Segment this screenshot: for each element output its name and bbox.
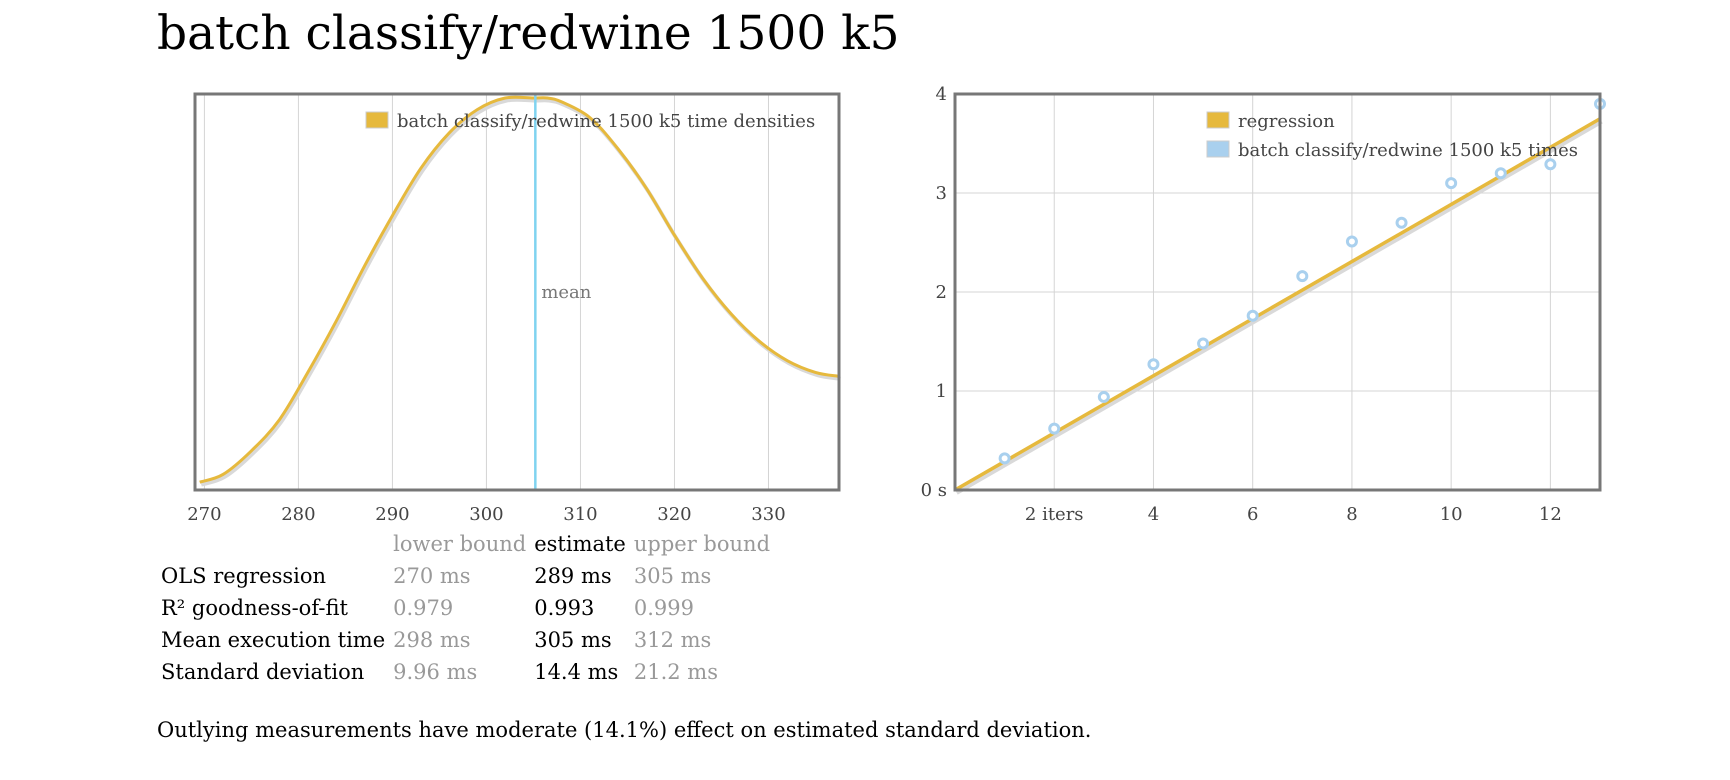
lower-bound-value: 0.979	[393, 596, 454, 620]
mean-label: mean	[541, 282, 591, 303]
density-x-tick-label: 330	[751, 504, 785, 525]
sample-point	[1395, 216, 1408, 229]
statistics-row: R² goodness-of-fit 0.979 0.993 0.999	[157, 592, 774, 624]
regression-plot-frame	[953, 92, 1602, 492]
regression-x-tick-label: 2 iters	[1025, 504, 1084, 525]
density-grid	[203, 94, 769, 490]
outlier-note: Outlying measurements have moderate (14.…	[157, 718, 1092, 742]
header-estimate: estimate	[534, 532, 626, 556]
density-legend-label: batch classify/redwine 1500 k5 time dens…	[397, 111, 815, 132]
sample-point	[1048, 422, 1061, 435]
density-legend: batch classify/redwine 1500 k5 time dens…	[365, 111, 815, 132]
row-label: Mean execution time	[161, 628, 386, 652]
row-label: OLS regression	[161, 564, 327, 588]
row-label: R² goodness-of-fit	[161, 596, 348, 620]
regression-x-tick-label: 10	[1440, 504, 1463, 525]
sample-point	[1147, 358, 1160, 371]
regression-x-tick-label: 4	[1148, 504, 1159, 525]
sample-point	[1097, 390, 1110, 403]
regression-x-tick-label: 6	[1247, 504, 1258, 525]
estimate-value: 305 ms	[534, 628, 612, 652]
header-lower-bound: lower bound	[393, 532, 527, 556]
density-x-tick-label: 280	[281, 504, 315, 525]
density-x-tick-label: 300	[469, 504, 503, 525]
density-x-tick-label: 270	[187, 504, 221, 525]
density-legend-swatch	[365, 111, 389, 129]
regression-y-tick-label: 3	[936, 183, 947, 204]
header-upper-bound: upper bound	[633, 532, 771, 556]
regression-legend-label: regression	[1238, 111, 1335, 132]
regression-y-tick-label: 1	[936, 381, 947, 402]
density-curve	[199, 95, 840, 484]
regression-y-ticks: 0 s 1 2 3 4	[921, 84, 947, 501]
estimate-value: 14.4 ms	[534, 660, 619, 684]
upper-bound-value: 312 ms	[633, 628, 712, 652]
sample-point	[1345, 235, 1358, 248]
regression-x-tick-label: 12	[1539, 504, 1562, 525]
regression-line	[954, 117, 1601, 492]
sample-point	[998, 452, 1011, 465]
regression-legend: regression batch classify/redwine 1500 k…	[1206, 111, 1578, 161]
density-x-tick-label: 320	[657, 504, 691, 525]
statistics-table: lower bound estimate upper bound OLS reg…	[157, 528, 774, 688]
row-label: Standard deviation	[161, 660, 365, 684]
upper-bound-value: 305 ms	[633, 564, 712, 588]
estimate-value: 289 ms	[534, 564, 612, 588]
statistics-header-row: lower bound estimate upper bound	[157, 528, 774, 560]
sample-point	[1296, 270, 1309, 283]
sample-point	[1445, 177, 1458, 190]
regression-x-ticks: 2 iters 4 6 8 10 12	[1025, 504, 1562, 525]
upper-bound-value: 21.2 ms	[633, 660, 718, 684]
sample-point	[1197, 337, 1210, 350]
lower-bound-value: 9.96 ms	[393, 660, 478, 684]
density-chart: mean 270 280 290 300 310 320 330 batch classif…	[187, 92, 841, 525]
regression-x-tick-label: 8	[1346, 504, 1357, 525]
lower-bound-value: 298 ms	[393, 628, 471, 652]
density-curve-shadow	[200, 97, 841, 487]
density-x-tick-label: 290	[375, 504, 409, 525]
times-legend-swatch	[1206, 140, 1230, 158]
statistics-row: Standard deviation 9.96 ms 14.4 ms 21.2 …	[157, 656, 774, 688]
regression-y-tick-label: 0 s	[921, 480, 947, 501]
statistics-row: OLS regression 270 ms 289 ms 305 ms	[157, 560, 774, 592]
density-plot-frame	[193, 92, 841, 492]
density-x-ticks: 270 280 290 300 310 320 330	[187, 504, 785, 525]
statistics-row: Mean execution time 298 ms 305 ms 312 ms	[157, 624, 774, 656]
regression-y-tick-label: 2	[936, 282, 947, 303]
page-title: batch classify/redwine 1500 k5	[157, 6, 900, 61]
statistics-header-blank	[157, 528, 389, 560]
regression-y-tick-label: 4	[936, 84, 947, 105]
sample-point	[1544, 158, 1557, 171]
times-legend-label: batch classify/redwine 1500 k5 times	[1238, 140, 1578, 161]
density-x-tick-label: 310	[563, 504, 597, 525]
regression-legend-swatch	[1206, 111, 1230, 129]
estimate-value: 0.993	[534, 596, 595, 620]
upper-bound-value: 0.999	[633, 596, 694, 620]
regression-line-shadow	[955, 119, 1603, 495]
lower-bound-value: 270 ms	[393, 564, 471, 588]
sample-point	[1246, 309, 1259, 322]
sample-point	[1494, 167, 1507, 180]
